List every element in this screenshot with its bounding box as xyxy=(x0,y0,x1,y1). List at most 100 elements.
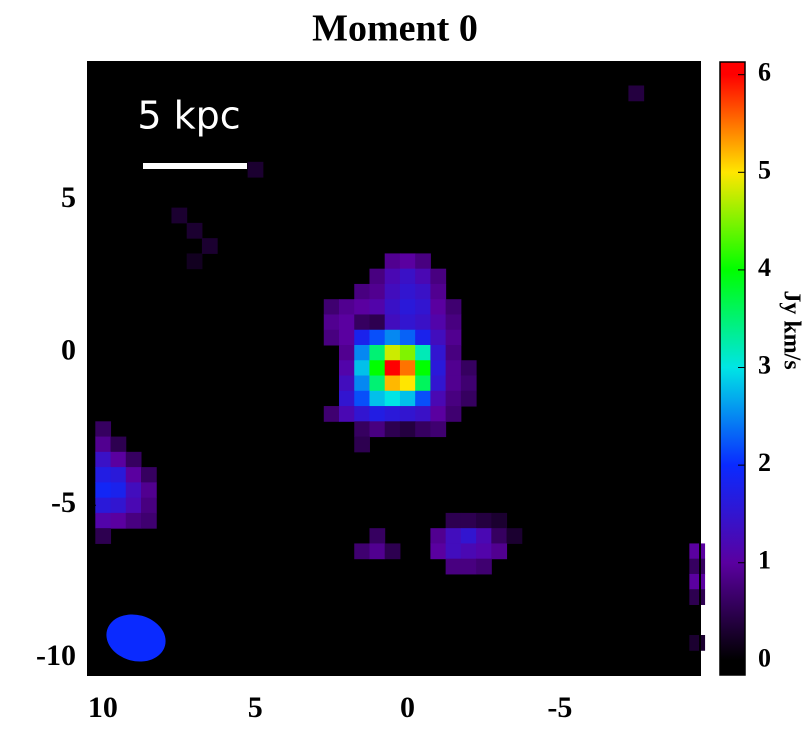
cell xyxy=(415,421,431,437)
cell xyxy=(339,314,355,330)
cell xyxy=(400,376,416,392)
cell xyxy=(400,406,416,422)
cell xyxy=(689,574,705,590)
cell xyxy=(95,482,111,498)
cell xyxy=(95,437,111,453)
colorbar-tick-label: 2 xyxy=(758,448,771,477)
cell xyxy=(95,421,111,437)
cell xyxy=(339,391,355,407)
cell xyxy=(369,330,385,346)
cell xyxy=(369,360,385,376)
cell xyxy=(461,360,477,376)
cell xyxy=(689,635,705,651)
cell xyxy=(339,299,355,315)
cell xyxy=(415,284,431,300)
cell xyxy=(446,330,462,346)
x-tick-label: -5 xyxy=(547,691,572,724)
cell xyxy=(385,284,401,300)
cell xyxy=(202,238,218,254)
x-tick-label: 10 xyxy=(88,691,118,724)
cell xyxy=(324,314,340,330)
cell xyxy=(415,360,431,376)
cell xyxy=(95,498,111,514)
cell xyxy=(369,391,385,407)
cell xyxy=(400,299,416,315)
cell xyxy=(415,269,431,285)
cell xyxy=(400,345,416,361)
cell xyxy=(339,330,355,346)
cell xyxy=(95,467,111,483)
cell xyxy=(446,345,462,361)
cell xyxy=(415,391,431,407)
cell xyxy=(400,269,416,285)
cell xyxy=(385,360,401,376)
cell xyxy=(354,406,370,422)
cell xyxy=(385,269,401,285)
cell xyxy=(369,406,385,422)
cell xyxy=(369,345,385,361)
cell xyxy=(385,543,401,559)
cell xyxy=(430,528,446,544)
cell xyxy=(446,543,462,559)
cell xyxy=(446,376,462,392)
cell xyxy=(354,543,370,559)
y-tick-label: 5 xyxy=(61,181,76,214)
scale-label: 5 kpc xyxy=(137,94,240,138)
cell xyxy=(689,543,705,559)
cell xyxy=(248,162,264,178)
cell xyxy=(430,269,446,285)
cell xyxy=(187,223,203,239)
cell xyxy=(369,543,385,559)
cell xyxy=(415,345,431,361)
cell xyxy=(324,330,340,346)
y-tick-label: -10 xyxy=(36,639,76,672)
cell xyxy=(369,284,385,300)
cell xyxy=(111,437,127,453)
cell xyxy=(354,314,370,330)
cell xyxy=(430,299,446,315)
cell xyxy=(491,543,507,559)
cell xyxy=(187,253,203,269)
cell xyxy=(461,559,477,575)
cell xyxy=(689,559,705,575)
cell xyxy=(430,345,446,361)
cell xyxy=(111,498,127,514)
cell xyxy=(430,421,446,437)
cell xyxy=(141,482,157,498)
cell xyxy=(507,528,523,544)
cell xyxy=(324,299,340,315)
cell xyxy=(354,345,370,361)
cell xyxy=(476,513,492,529)
cell xyxy=(415,376,431,392)
cell xyxy=(400,360,416,376)
cell xyxy=(126,467,142,483)
y-tick-label: 0 xyxy=(61,334,76,367)
cell xyxy=(430,406,446,422)
cell xyxy=(354,330,370,346)
colorbar-tick-label: 1 xyxy=(758,546,771,575)
cell xyxy=(385,330,401,346)
cell xyxy=(369,528,385,544)
colorbar-tick-label: 5 xyxy=(758,155,771,184)
cell xyxy=(369,376,385,392)
cell xyxy=(111,467,127,483)
cell xyxy=(476,559,492,575)
cell xyxy=(430,360,446,376)
cell xyxy=(385,345,401,361)
cell xyxy=(476,543,492,559)
cell xyxy=(95,452,111,468)
y-tick-label: -5 xyxy=(51,486,76,519)
cell xyxy=(461,513,477,529)
cell xyxy=(141,498,157,514)
cell xyxy=(141,467,157,483)
cell xyxy=(400,330,416,346)
cell xyxy=(461,391,477,407)
colorbar-tick-label: 6 xyxy=(758,58,771,87)
cell xyxy=(461,543,477,559)
cell xyxy=(354,284,370,300)
cell xyxy=(446,391,462,407)
cell xyxy=(369,269,385,285)
cell xyxy=(430,284,446,300)
x-tick-label: 5 xyxy=(248,691,263,724)
cell xyxy=(446,513,462,529)
